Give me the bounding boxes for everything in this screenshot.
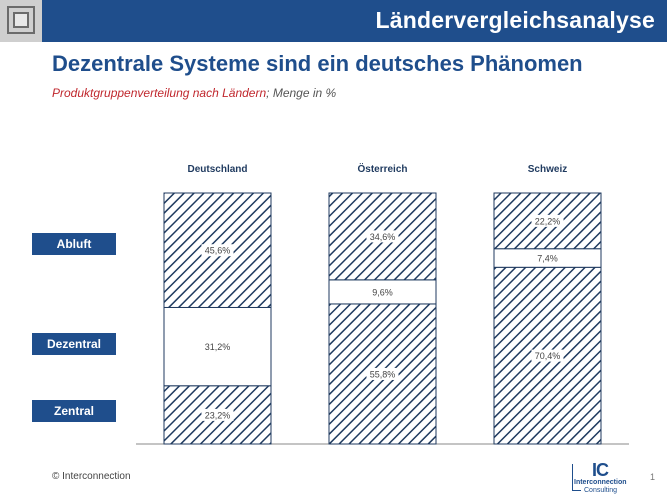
data-label-zentral-deutschland: 23,2% [205,410,231,420]
company-logo [0,0,44,42]
legend-label-zentral: Zentral [54,404,94,418]
data-label-abluft-oesterreich: 34,6% [370,232,396,242]
slide-heading: Dezentrale Systeme sind ein deutsches Ph… [52,51,583,76]
data-label-dezentral-oesterreich: 9,6% [372,287,393,297]
subtitle-separator: ; [266,86,270,100]
data-label-bg-zentral-deutschland [201,408,234,421]
legend-box-zentral [32,400,116,422]
bar-dezentral-oesterreich [328,279,437,305]
legend-box-dezentral [32,333,116,355]
category-label-schweiz: Schweiz [528,164,567,175]
data-label-dezentral-schweiz: 7,4% [537,254,558,264]
data-label-abluft-deutschland: 45,6% [205,246,231,256]
category-label-oesterreich: Österreich [357,162,407,175]
legend-label-dezentral: Dezentral [47,337,101,351]
subtitle-main: Produktgruppenverteilung nach Ländern [52,86,267,100]
data-label-zentral-oesterreich: 55,8% [370,369,396,379]
header-title: Ländervergleichsanalyse [375,7,655,33]
data-label-zentral-schweiz: 70,4% [535,351,561,361]
bar-dezentral-deutschland [163,306,272,387]
legend-box-abluft [32,233,116,255]
data-label-bg-zentral-oesterreich [366,367,399,380]
slide-subtitle: Produktgruppenverteilung nach Ländern; M… [52,86,336,100]
data-label-bg-abluft-schweiz [531,214,564,227]
category-label-deutschland: Deutschland [187,164,247,175]
data-label-bg-abluft-deutschland [201,244,234,257]
legend-label-abluft: Abluft [57,237,92,251]
data-label-dezentral-deutschland: 31,2% [205,342,231,352]
data-label-bg-abluft-oesterreich [366,230,399,243]
page-number: 1 [650,472,656,482]
footer-copyright: © Interconnection [52,471,131,482]
logo-initials: IC [592,460,609,480]
logo-line1: Interconnection [574,479,627,486]
logo-line2: Consulting [584,487,618,494]
data-label-bg-zentral-schweiz [531,349,564,362]
data-label-abluft-schweiz: 22,2% [535,216,561,226]
header-bar: Ländervergleichsanalyse [0,0,667,42]
subtitle-unit: Menge in % [269,86,337,100]
interconnection-logo: IC Interconnection Consulting [572,460,636,498]
